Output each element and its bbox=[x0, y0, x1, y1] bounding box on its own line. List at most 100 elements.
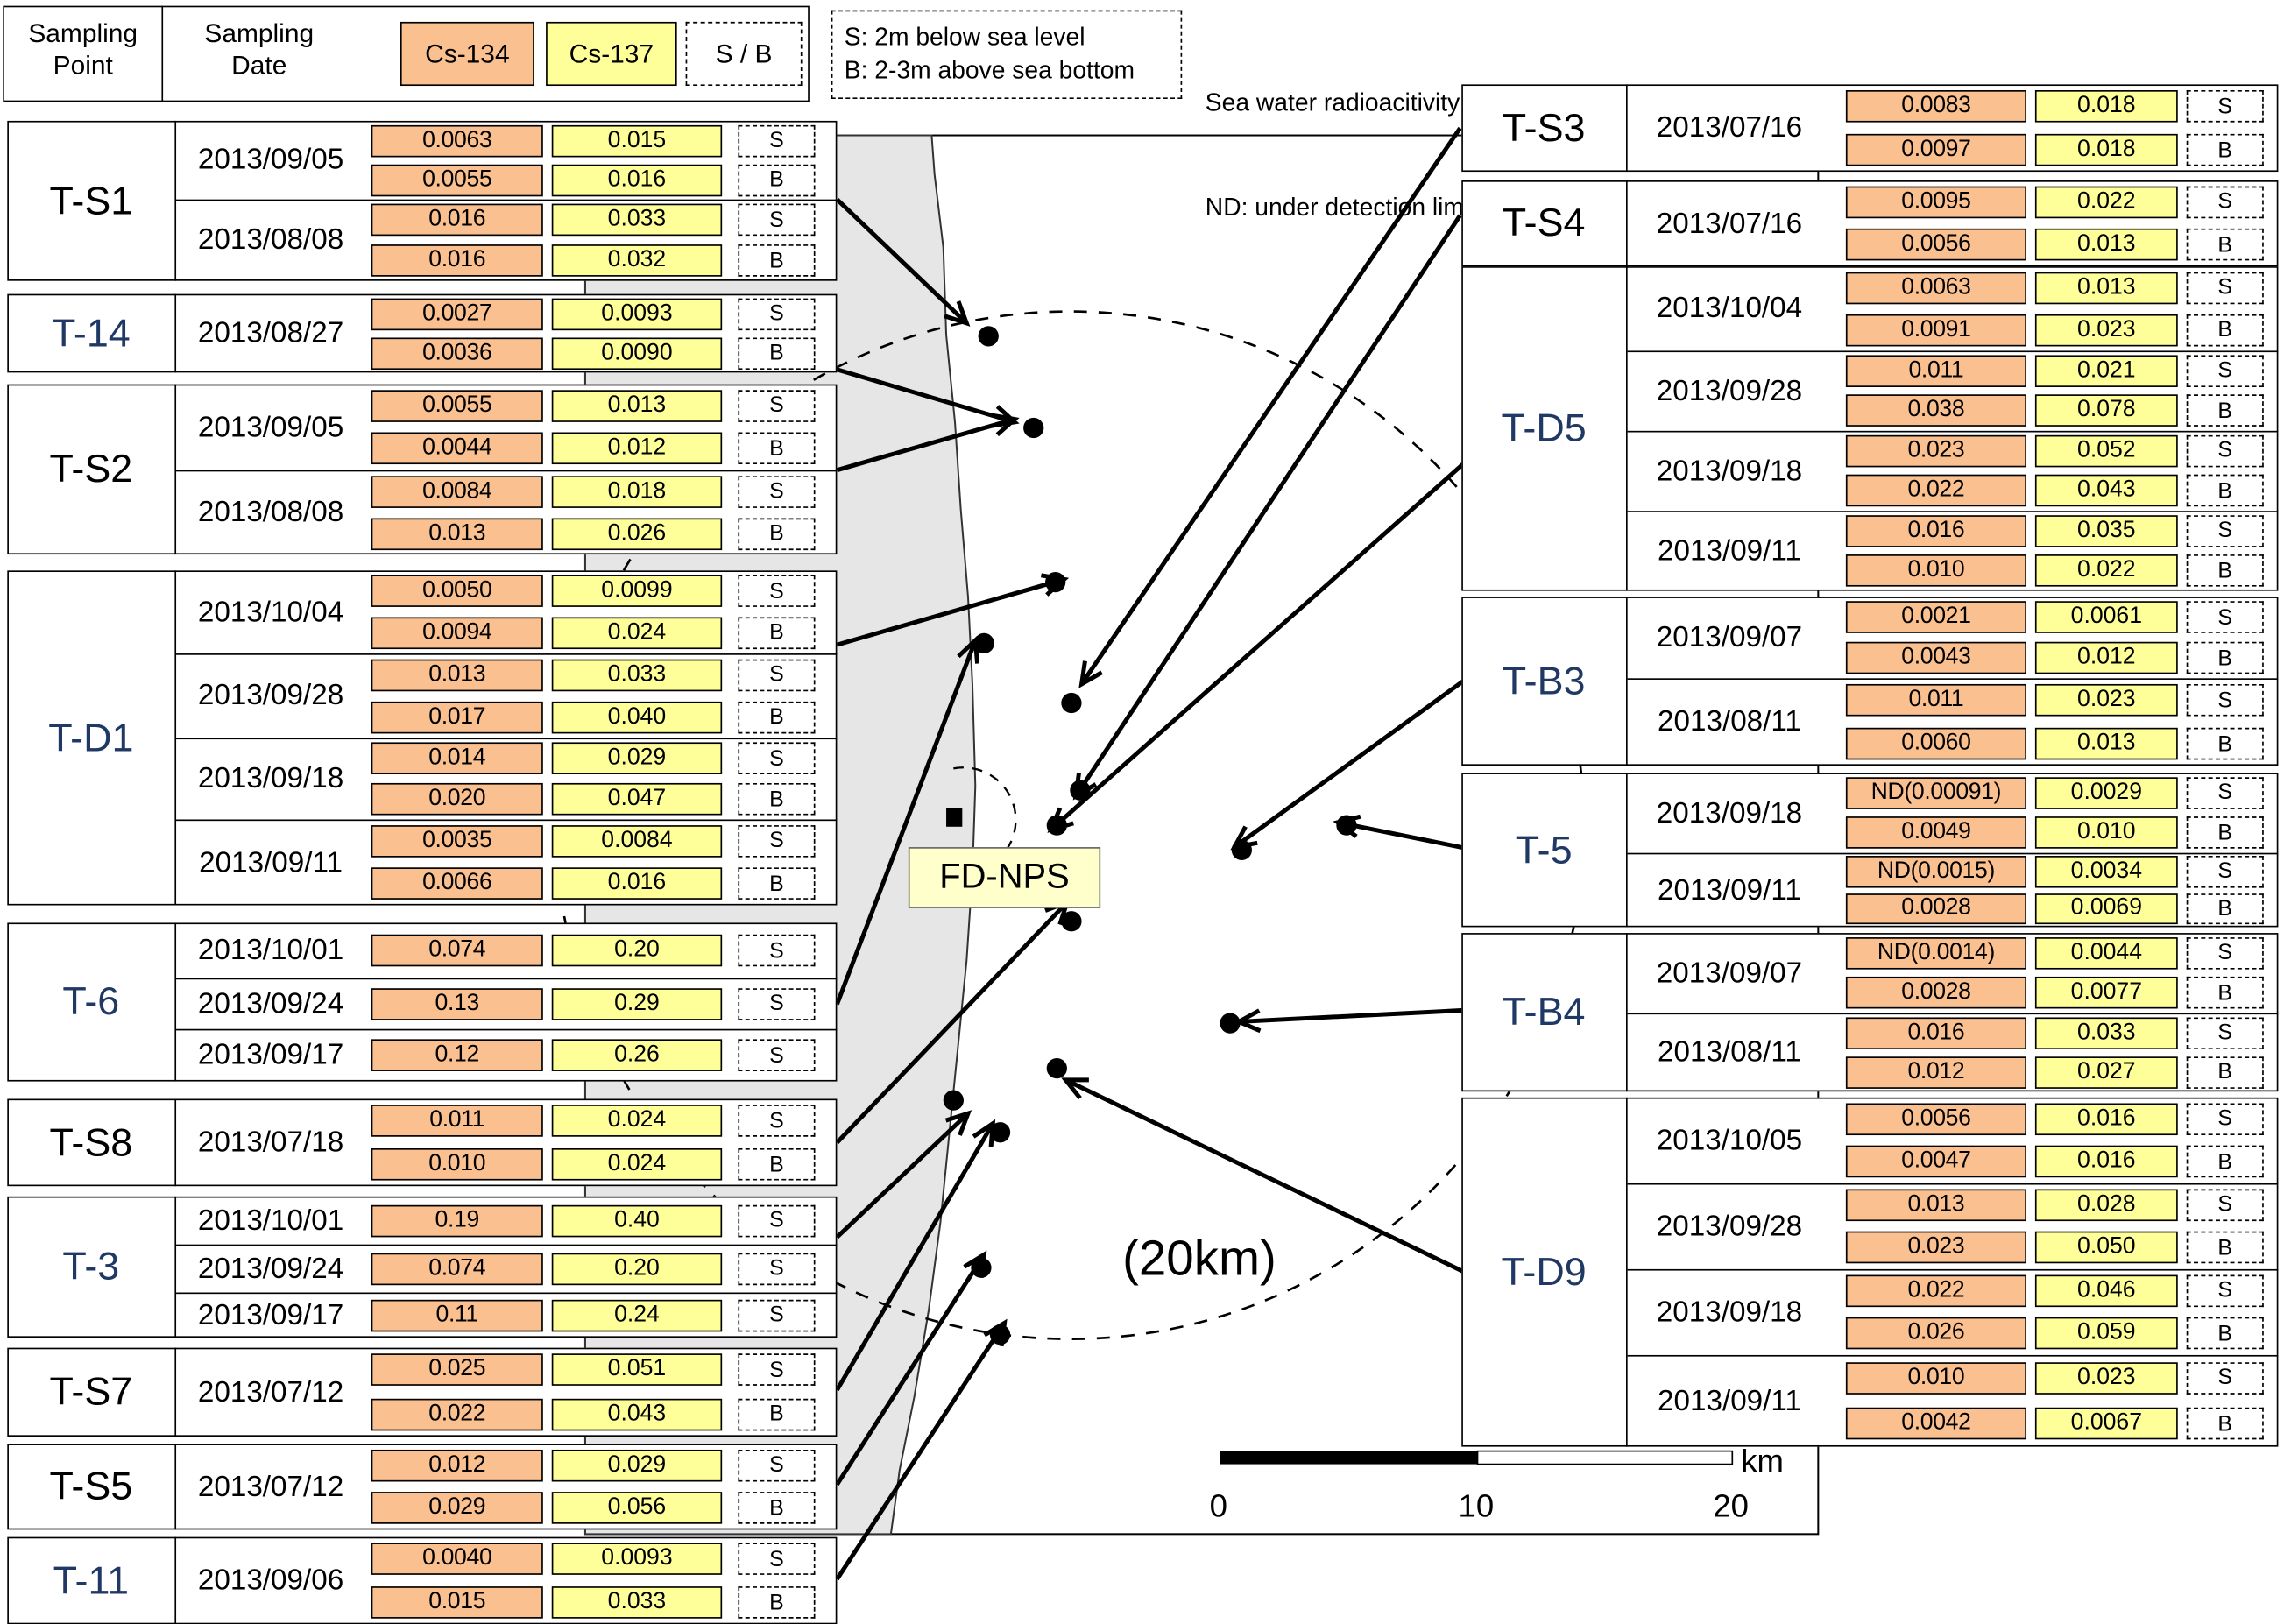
sample-date-t-s7: 2013/07/12 bbox=[197, 1376, 344, 1409]
sb-value: B bbox=[2186, 394, 2264, 427]
cs134-value: 0.0060 bbox=[1845, 727, 2026, 760]
cs134-value: 0.0056 bbox=[1845, 229, 2026, 261]
cs137-value: 0.40 bbox=[551, 1204, 723, 1237]
pointer-arrow bbox=[835, 1318, 1008, 1581]
sb-value: S bbox=[2186, 776, 2264, 809]
sb-value: S bbox=[738, 1353, 816, 1387]
cs137-value: 0.20 bbox=[551, 1252, 723, 1285]
cs137-value: 0.050 bbox=[2034, 1232, 2178, 1264]
sampling-point-marker bbox=[989, 1122, 1011, 1143]
date-row-divider bbox=[176, 1028, 838, 1031]
legend-sb-box: S: 2m below sea level B: 2-3m above sea … bbox=[831, 10, 1183, 99]
sample-date-t-d5: 2013/09/11 bbox=[1658, 534, 1801, 568]
header-cs137: Cs-137 bbox=[546, 21, 677, 87]
plant-label: FD-NPS bbox=[908, 847, 1101, 908]
sb-value: B bbox=[738, 867, 816, 900]
cs134-value: 0.0036 bbox=[371, 336, 543, 370]
sample-date-t-s1: 2013/09/05 bbox=[197, 144, 344, 177]
date-row-divider bbox=[176, 653, 838, 655]
pointer-arrow bbox=[1078, 126, 1462, 688]
sb-value: B bbox=[738, 1148, 816, 1181]
pointer-arrow bbox=[835, 1250, 987, 1486]
sample-date-t-d9: 2013/09/28 bbox=[1656, 1210, 1803, 1243]
sb-value: S bbox=[738, 1204, 816, 1237]
cs134-value: 0.0097 bbox=[1845, 133, 2026, 166]
point-label-t-b4: T-B4 bbox=[1461, 933, 1628, 1092]
pointer-arrow bbox=[1047, 461, 1467, 833]
scale-unit: km bbox=[1741, 1443, 1784, 1479]
legend-b: B: 2-3m above sea bottom bbox=[844, 56, 1135, 85]
cs134-value: 0.074 bbox=[371, 934, 543, 967]
sb-value: B bbox=[738, 1398, 816, 1430]
sample-date-t-5: 2013/09/11 bbox=[1658, 873, 1801, 907]
sample-date-t-s5: 2013/07/12 bbox=[197, 1471, 344, 1503]
sb-value: S bbox=[738, 575, 816, 608]
date-row-divider bbox=[1627, 678, 2279, 680]
cs134-value: 0.029 bbox=[371, 1492, 543, 1525]
cs134-value: 0.016 bbox=[1845, 514, 2026, 547]
point-label-t-d1: T-D1 bbox=[7, 570, 177, 906]
sb-value: S bbox=[738, 1039, 816, 1071]
sampling-point-marker bbox=[1061, 692, 1082, 714]
date-row-divider bbox=[176, 199, 838, 201]
cs137-value: 0.033 bbox=[551, 658, 723, 691]
date-row-divider bbox=[1627, 1268, 2279, 1271]
cs137-value: 0.043 bbox=[551, 1398, 723, 1430]
cs137-value: 0.059 bbox=[2034, 1317, 2178, 1350]
cs134-value: 0.011 bbox=[1845, 355, 2026, 387]
cs137-value: 0.0093 bbox=[551, 297, 723, 330]
sb-value: B bbox=[738, 782, 816, 816]
scale-tick-10: 10 bbox=[1459, 1487, 1495, 1523]
cs137-value: 0.016 bbox=[551, 163, 723, 196]
sb-value: S bbox=[738, 1449, 816, 1482]
cs134-value: 0.0050 bbox=[371, 575, 543, 608]
cs134-value: 0.014 bbox=[371, 742, 543, 774]
point-label-t-d5: T-D5 bbox=[1461, 266, 1628, 591]
sb-value: S bbox=[738, 1252, 816, 1285]
sample-date-t-6: 2013/09/24 bbox=[197, 987, 344, 1020]
sampling-point-marker bbox=[943, 1090, 964, 1111]
cs137-value: 0.024 bbox=[551, 617, 723, 649]
sample-date-t-s1: 2013/08/08 bbox=[197, 223, 344, 257]
header-date-line1: Sampling bbox=[204, 18, 315, 48]
date-row-divider bbox=[176, 978, 838, 980]
cs134-value: 0.013 bbox=[1845, 1189, 2026, 1221]
sb-value: B bbox=[738, 617, 816, 649]
sampling-point-marker bbox=[1220, 1013, 1241, 1034]
sb-value: S bbox=[2186, 355, 2264, 387]
scale-segment-filled bbox=[1220, 1451, 1478, 1465]
cs134-value: 0.023 bbox=[1845, 434, 2026, 467]
cs134-value: 0.0047 bbox=[1845, 1146, 2026, 1178]
point-label-t-s1: T-S1 bbox=[7, 120, 177, 281]
sb-value: S bbox=[2186, 186, 2264, 218]
cs134-value: 0.022 bbox=[1845, 475, 2026, 507]
cs134-value: 0.0028 bbox=[1845, 893, 2026, 925]
cs134-value: 0.012 bbox=[371, 1449, 543, 1482]
cs134-value: 0.0091 bbox=[1845, 314, 2026, 346]
cs137-value: 0.26 bbox=[551, 1039, 723, 1071]
cs137-value: 0.0093 bbox=[551, 1543, 723, 1575]
sb-value: B bbox=[738, 1492, 816, 1525]
cs134-value: 0.013 bbox=[371, 517, 543, 550]
scale-segment-empty bbox=[1476, 1450, 1734, 1465]
cs137-value: 0.018 bbox=[2034, 133, 2178, 166]
sb-value: S bbox=[738, 1298, 816, 1331]
header-divider bbox=[161, 5, 164, 102]
sb-value: S bbox=[2186, 683, 2264, 717]
cs134-value: 0.0043 bbox=[1845, 641, 2026, 674]
sb-value: S bbox=[738, 987, 816, 1020]
cs137-value: 0.033 bbox=[551, 1586, 723, 1619]
sb-value: B bbox=[738, 432, 816, 465]
sample-date-t-d5: 2013/09/18 bbox=[1656, 455, 1803, 487]
sb-value: S bbox=[738, 475, 816, 508]
point-label-t-b3: T-B3 bbox=[1461, 597, 1628, 766]
cs137-value: 0.018 bbox=[551, 475, 723, 508]
sb-value: S bbox=[2186, 90, 2264, 123]
cs137-value: 0.012 bbox=[551, 432, 723, 465]
pointer-arrow bbox=[836, 413, 1020, 473]
cs137-value: 0.24 bbox=[551, 1298, 723, 1331]
cs134-value: 0.0066 bbox=[371, 867, 543, 900]
sampling-point-marker bbox=[978, 326, 999, 347]
point-label-t-s2: T-S2 bbox=[7, 384, 177, 555]
sample-date-t-d5: 2013/10/04 bbox=[1656, 292, 1803, 325]
